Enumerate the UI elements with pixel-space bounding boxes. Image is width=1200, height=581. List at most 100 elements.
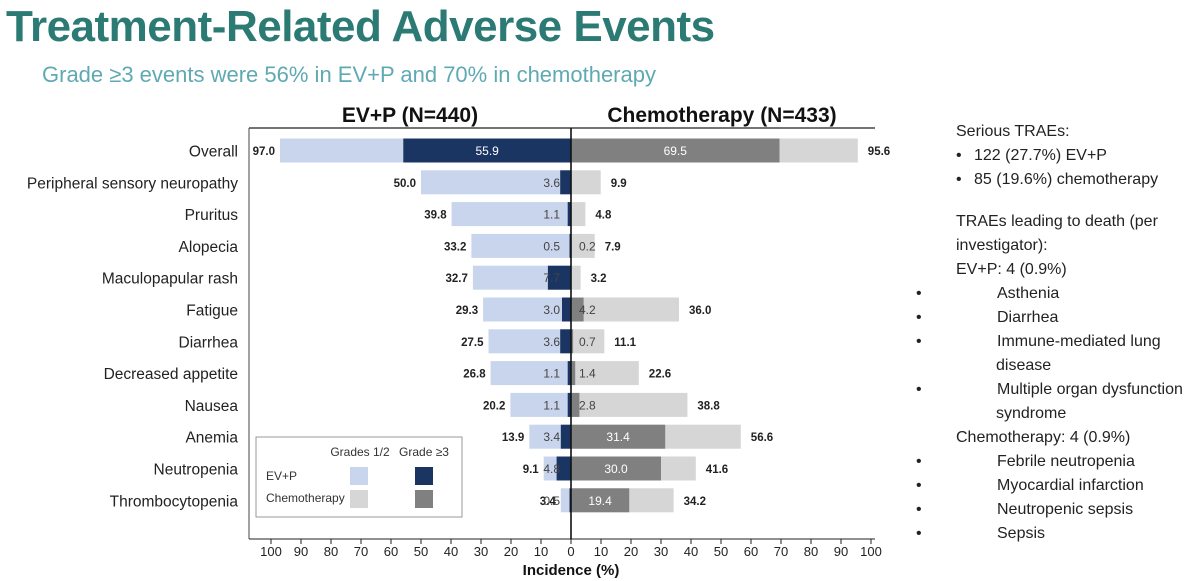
chemo-grade3-label: 31.4 (606, 430, 630, 444)
evp-grade3-label: 3.0 (543, 303, 560, 317)
chemo-grade12-bar (571, 265, 581, 290)
chemo-grade12-bar (571, 170, 601, 195)
evp-grade3-label: 1.1 (543, 208, 560, 222)
chemo-total-label: 41.6 (706, 464, 728, 476)
evp-grade3-bar (547, 265, 571, 290)
category-label: Anemia (185, 430, 238, 447)
chemo-grade3-bar (571, 361, 576, 386)
category-label: Pruritus (185, 207, 239, 224)
evp-death-item: • Diarrhea (916, 306, 1196, 330)
evp-total-label: 32.7 (446, 273, 468, 285)
x-tick-label: 70 (354, 544, 368, 559)
chemo-grade3-bar (571, 456, 661, 481)
x-tick-label: 90 (294, 544, 308, 559)
category-label: Alopecia (179, 239, 239, 256)
bullet-glyph: • (916, 453, 922, 470)
evp-grade3-bar (556, 456, 571, 481)
x-tick-label: 90 (834, 544, 848, 559)
evp-grade3-bar (567, 361, 571, 386)
chemo-total-label: 4.8 (595, 210, 612, 222)
category-label: Diarrhea (179, 334, 239, 351)
chemo-grade3-bar (571, 297, 584, 322)
page-subtitle: Grade ≥3 events were 56% in EV+P and 70%… (42, 62, 656, 87)
chemo-death-item: • Febrile neutropenia (916, 450, 1196, 474)
evp-death-item-text: Asthenia (997, 285, 1060, 302)
evp-grade3-bar (567, 202, 571, 227)
evp-grade12-bar (488, 329, 571, 354)
chemo-grade3-label: 2.8 (579, 398, 596, 412)
chemo-total-label: 56.6 (751, 432, 773, 444)
bullet-glyph: • (916, 477, 922, 494)
chemo-grade3-bar (571, 392, 580, 417)
chemo-grade3-label: 1.4 (579, 367, 596, 381)
x-tick-label: 0 (567, 544, 574, 559)
chemo-death-item-text: Febrile neutropenia (997, 453, 1135, 470)
serious-item-text: 122 (27.7%) EV+P (974, 147, 1107, 164)
left-panel-header: EV+P (N=440) (342, 104, 478, 127)
chemo-total-label: 95.6 (868, 146, 890, 158)
chemo-grade12-bar (571, 297, 679, 322)
legend-row-evp: EV+P (266, 469, 297, 483)
x-tick-label: 20 (504, 544, 518, 559)
chemo-total-label: 3.2 (591, 273, 607, 285)
evp-grade3-label: 1.1 (543, 367, 560, 381)
chemo-death-item-text: Myocardial infarction (997, 477, 1144, 494)
category-label: Peripheral sensory neuropathy (27, 175, 238, 192)
evp-total-label: 33.2 (444, 241, 466, 253)
legend-col-grade3: Grade ≥3 (399, 445, 449, 459)
evp-grade3-bar (560, 329, 571, 354)
evp-grade12-bar (483, 297, 571, 322)
bullet-glyph: • (916, 333, 922, 350)
x-tick-label: 80 (324, 544, 338, 559)
category-label: Maculopapular rash (102, 271, 238, 288)
chemo-grade3-label: 69.5 (664, 144, 688, 158)
x-tick-label: 80 (804, 544, 818, 559)
chemo-death-item-text: Neutropenic sepsis (997, 501, 1134, 518)
category-label: Neutropenia (154, 462, 239, 479)
legend-row-chemo: Chemotherapy (266, 491, 345, 505)
evp-total-label: 13.9 (502, 432, 524, 444)
chemo-total-label: 22.6 (649, 369, 671, 381)
chemo-grade3-label: 19.4 (588, 494, 612, 508)
evp-grade3-bar (560, 170, 571, 195)
chemo-grade3-bar (571, 138, 780, 163)
chemo-heading: Chemotherapy: 4 (0.9%) (956, 429, 1131, 446)
evp-total-label: 50.0 (394, 178, 416, 190)
chemo-grade3-label: 0.2 (579, 239, 596, 253)
chemo-grade3-bar (571, 488, 630, 513)
x-tick-label: 10 (594, 544, 608, 559)
evp-grade3-label: 3.6 (543, 176, 560, 190)
category-label: Decreased appetite (104, 366, 238, 383)
chemo-total-label: 38.8 (697, 400, 720, 412)
chemo-grade3-bar (571, 424, 666, 449)
chemo-grade12-bar (571, 329, 605, 354)
x-tick-label: 40 (444, 544, 458, 559)
x-tick-label: 60 (744, 544, 758, 559)
bullet-glyph: • (916, 309, 922, 326)
serious-heading: Serious TRAEs: (956, 123, 1070, 140)
evp-total-label: 97.0 (253, 146, 275, 158)
category-label: Overall (189, 144, 238, 161)
chemo-total-label: 9.9 (611, 178, 627, 190)
evp-grade3-label: 3.4 (543, 430, 560, 444)
evp-death-item-text: Multiple organ dysfunction syndrome (996, 381, 1183, 422)
evp-grade12-bar (490, 361, 571, 386)
chemo-grade3-bar (571, 329, 574, 354)
chemo-death-item: • Sepsis (916, 522, 1196, 546)
x-tick-label: 50 (714, 544, 728, 559)
evp-grade12-bar (421, 170, 571, 195)
evp-grade12-bar (471, 233, 571, 258)
category-label: Thrombocytopenia (110, 493, 239, 510)
evp-grade3-bar (403, 138, 571, 163)
chemo-grade3-label: 4.2 (579, 303, 596, 317)
bullet-glyph: • (956, 147, 962, 164)
evp-death-item: • Multiple organ dysfunction syndrome (916, 378, 1196, 426)
legend-col-grades12: Grades 1/2 (330, 445, 390, 459)
chemo-total-label: 11.1 (614, 337, 636, 349)
bullet-glyph: • (916, 285, 922, 302)
legend-swatch-chemo-grade12 (350, 490, 368, 508)
evp-grade3-label: 1.1 (543, 398, 560, 412)
evp-grade3-label: 0.5 (543, 494, 560, 508)
butterfly-chart: EV+P (N=440) Chemotherapy (N=433) Overall 9… (27, 104, 890, 579)
evp-total-label: 3.4 (540, 496, 557, 508)
